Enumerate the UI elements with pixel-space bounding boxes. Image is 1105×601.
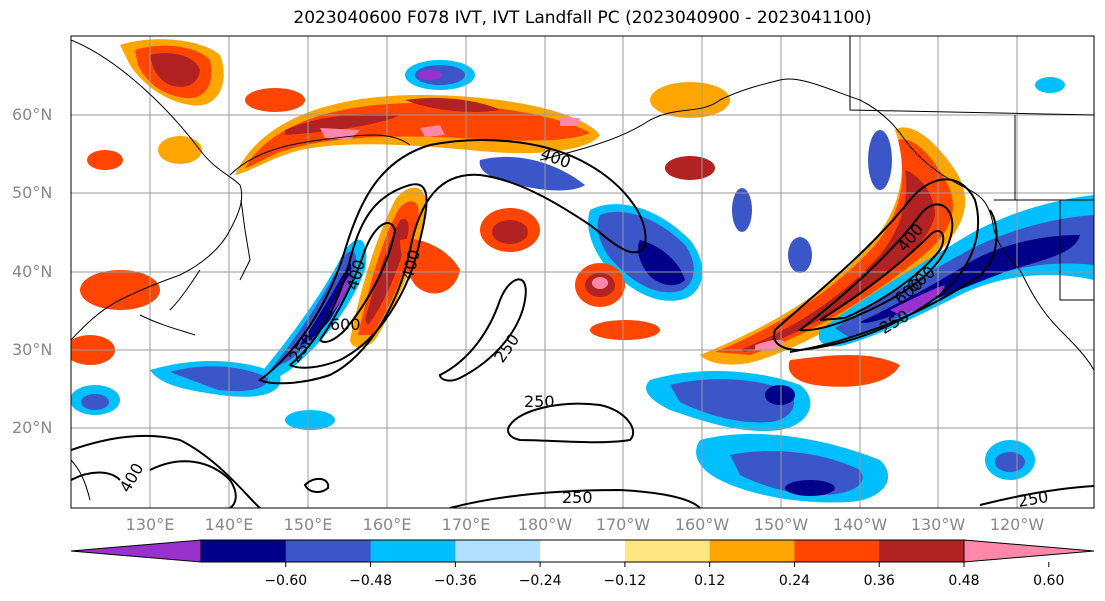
ivt-shading [71, 39, 1094, 503]
contour-label: 250 [524, 392, 555, 411]
contour-label: 250 [1016, 487, 1049, 511]
colorbar-tick-label: 0.60 [1033, 573, 1065, 589]
colorbar-swatch [285, 540, 372, 562]
colorbar-extend-low [70, 539, 202, 563]
lon-label: 120°W [989, 515, 1045, 534]
contour-label: 400 [116, 460, 148, 496]
colorbar-tick-label: 0.48 [948, 573, 980, 589]
lon-label: 130°W [910, 515, 966, 534]
colorbar-tick-label: −0.60 [264, 573, 308, 589]
lon-label: 180°W [517, 515, 573, 534]
lon-label: 160°E [362, 515, 412, 534]
colorbar-swatch [455, 540, 541, 562]
lon-label: 160°W [674, 515, 730, 534]
colorbar-swatch [794, 540, 880, 562]
colorbar-extend-high [963, 539, 1095, 563]
ivt-contours [71, 139, 1094, 508]
lon-label: 150°W [753, 515, 809, 534]
colorbar-tick-label: 0.36 [863, 573, 895, 589]
colorbar-outline [200, 539, 965, 563]
colorbar-tick-label: 0.12 [694, 573, 726, 589]
contour-label: 250 [562, 488, 593, 507]
lon-label: 150°E [283, 515, 333, 534]
colorbar-swatch [879, 540, 965, 562]
lon-label: 140°W [832, 515, 888, 534]
lon-label: 140°E [204, 515, 254, 534]
map-frame [70, 35, 1095, 509]
colorbar-swatch [540, 540, 626, 562]
lat-label: 50°N [12, 183, 53, 202]
colorbar-swatch [709, 540, 795, 562]
colorbar-tick-label: −0.12 [603, 573, 647, 589]
colorbar-tick-label: −0.48 [349, 573, 392, 589]
colorbar-tick-label: −0.24 [518, 573, 562, 589]
lat-label: 40°N [12, 262, 53, 281]
contour-label: 600 [330, 315, 361, 334]
colorbar-swatch [201, 540, 287, 562]
map-title: 2023040600 F078 IVT, IVT Landfall PC (20… [293, 8, 872, 28]
colorbar-tick-label: −0.36 [433, 573, 477, 589]
colorbar [70, 539, 1095, 567]
lat-label: 20°N [12, 418, 53, 437]
lat-label: 60°N [12, 105, 53, 124]
colorbar-tick-label: 0.24 [778, 573, 811, 589]
contour-label: 250 [490, 330, 523, 366]
lat-label: 30°N [12, 340, 53, 359]
lon-label: 130°E [125, 515, 175, 534]
colorbar-swatch [624, 540, 711, 562]
colorbar-swatch [370, 540, 456, 562]
gridlines [71, 36, 1094, 508]
lon-label: 170°E [441, 515, 491, 534]
coastlines [71, 36, 1094, 501]
lon-label: 170°W [595, 515, 651, 534]
